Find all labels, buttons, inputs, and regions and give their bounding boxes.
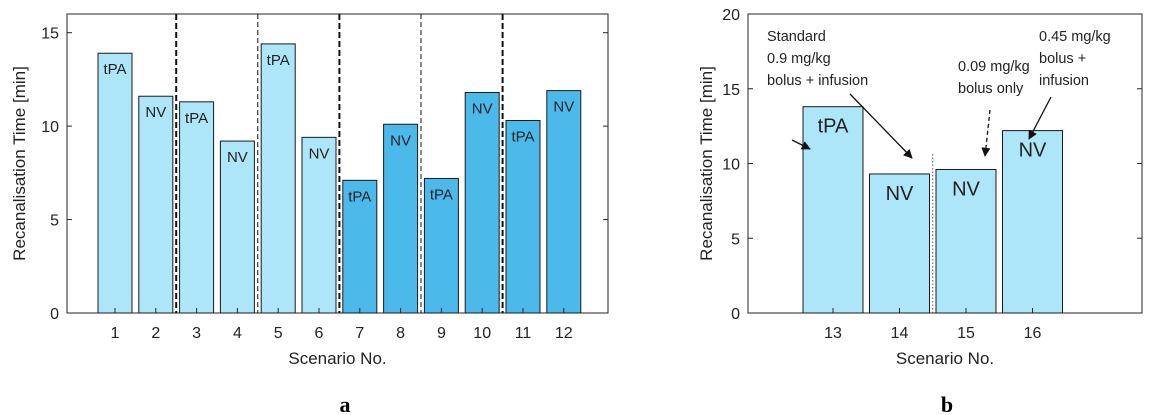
annotation-text: infusion: [1039, 73, 1089, 89]
x-tick-label: 4: [233, 325, 242, 342]
y-tick-label: 0: [50, 306, 59, 323]
x-tick-label: 2: [151, 325, 160, 342]
x-tick-label: 5: [274, 325, 283, 342]
chart-panel-b: 0 5 10 15 20 tPA 13 NV 14 NV 15 NV 16 Scenario No. Rec…: [697, 7, 1143, 415]
x-axis-title: Scenario No.: [288, 349, 386, 368]
x-tick-label: 7: [355, 325, 364, 342]
bar: [179, 101, 215, 314]
annotation-text: 0.9 mg/kg: [767, 51, 831, 67]
y-tick-label: 5: [50, 213, 59, 230]
bar-label: tPA: [103, 61, 126, 78]
bar-label: tPA: [185, 110, 208, 127]
bar-label: NV: [309, 145, 330, 162]
x-tick-label: 8: [396, 325, 405, 342]
chart-panel-a: 0 5 10 15 tPA 1 NV 2 tPA 3 NV 4 tPA 5 NV 6 tPA 7 NV 8 tPA 9 NV…: [10, 13, 609, 415]
panel-letter: b: [941, 392, 953, 415]
x-tick-label: 16: [1024, 325, 1042, 342]
bar: [505, 120, 541, 314]
bar: [869, 173, 930, 314]
bar-label: NV: [886, 183, 914, 205]
annotation-text: bolus + infusion: [767, 73, 868, 89]
bar: [423, 177, 459, 314]
bar-label: tPA: [818, 116, 849, 138]
x-tick-label: 11: [515, 325, 532, 342]
bar: [138, 95, 174, 314]
x-tick-label: 1: [111, 325, 120, 342]
bar: [464, 91, 500, 314]
x-tick-label: 9: [437, 325, 446, 342]
x-tick-label: 3: [192, 325, 201, 342]
y-tick-label: 20: [722, 7, 740, 24]
x-tick-label: 10: [473, 325, 491, 342]
x-tick-label: 15: [957, 325, 975, 342]
bar: [546, 90, 582, 314]
y-tick-label: 10: [722, 157, 740, 174]
annotation-text: Standard: [767, 29, 826, 45]
y-tick-label: 15: [41, 26, 59, 43]
annotation-text: bolus +: [1039, 51, 1086, 67]
bar: [802, 106, 864, 314]
plot-frame: [66, 13, 609, 314]
y-tick-label: 10: [41, 119, 59, 136]
bar: [383, 123, 419, 314]
annotation-text: 0.09 mg/kg: [958, 59, 1030, 75]
annotation-text: bolus only: [958, 81, 1024, 97]
bar-label: tPA: [511, 129, 534, 146]
y-tick-label: 0: [731, 306, 740, 323]
x-tick-label: 12: [555, 325, 573, 342]
bar: [260, 43, 296, 314]
x-tick-label: 6: [315, 325, 324, 342]
bar-label: NV: [553, 99, 574, 116]
panel-letter: a: [340, 392, 351, 415]
x-tick-label: 14: [891, 325, 909, 342]
bar: [935, 168, 997, 314]
x-tick-label: 13: [824, 325, 842, 342]
annotation-arrow: [981, 109, 991, 157]
bar-label: NV: [952, 178, 980, 200]
bar-label: NV: [227, 149, 248, 166]
bar-label: NV: [472, 100, 493, 117]
x-axis-title: Scenario No.: [896, 349, 994, 368]
y-axis-title: Recanalisation Time [min]: [697, 66, 716, 261]
annotation-arrow: [791, 139, 811, 150]
bar: [219, 140, 255, 314]
bar-label: tPA: [430, 186, 453, 203]
bar-label: NV: [1019, 140, 1047, 162]
y-axis-title: Recanalisation Time [min]: [10, 66, 29, 261]
bar: [342, 179, 378, 314]
annotation-text: 0.45 mg/kg: [1039, 29, 1111, 45]
bar-label: tPA: [267, 52, 290, 69]
bar: [1002, 130, 1063, 314]
y-tick-label: 5: [731, 231, 740, 248]
bar-label: NV: [390, 132, 411, 149]
annotation-arrow: [1028, 96, 1052, 140]
y-tick-label: 15: [722, 82, 740, 99]
bar: [97, 52, 133, 314]
annotation-arrow: [849, 93, 913, 159]
bar: [301, 136, 337, 314]
bar-label: tPA: [348, 188, 371, 205]
bar-label: NV: [145, 104, 166, 121]
